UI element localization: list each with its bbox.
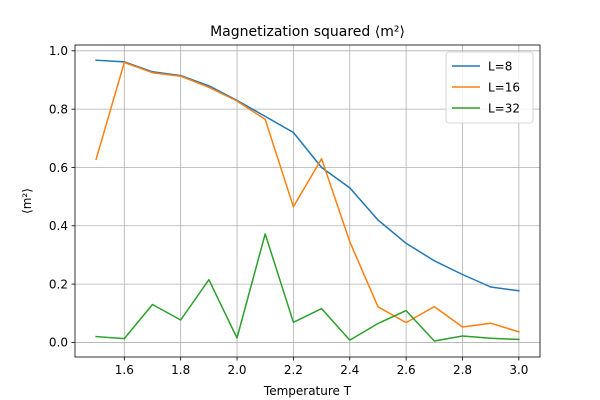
data-point	[264, 118, 267, 121]
legend-label: L=32	[488, 101, 520, 115]
data-point	[235, 336, 238, 339]
x-axis-label: Temperature T	[263, 384, 352, 398]
series-line	[95, 61, 520, 333]
x-tick-label: 2.4	[340, 363, 359, 377]
y-tick-label: 0.6	[49, 161, 68, 175]
data-point	[489, 322, 492, 325]
data-point	[489, 285, 492, 288]
data-point	[235, 99, 238, 102]
chart-title: Magnetization squared ⟨m²⟩	[210, 24, 405, 40]
data-point	[320, 307, 323, 310]
legend: L=8 L=16 L=32	[445, 51, 534, 124]
x-tick-label: 1.6	[115, 363, 134, 377]
data-point	[292, 321, 295, 324]
x-tick-label: 2.0	[227, 363, 246, 377]
series-lines	[95, 59, 520, 342]
series-l-32	[95, 232, 520, 342]
data-point	[405, 309, 408, 312]
data-point	[433, 339, 436, 342]
data-point	[461, 273, 464, 276]
y-tick-label: 1.0	[49, 44, 68, 58]
data-point	[95, 59, 98, 62]
data-point	[376, 218, 379, 221]
data-point	[95, 335, 98, 338]
data-point	[489, 337, 492, 340]
data-point	[179, 75, 182, 78]
data-point	[264, 232, 267, 235]
y-tick-label: 0.4	[49, 219, 68, 233]
y-tick-label: 0.0	[49, 336, 68, 350]
data-point	[95, 158, 98, 161]
data-point	[151, 71, 154, 74]
y-axis-label: ⟨m²⟩	[20, 188, 34, 214]
data-point	[151, 303, 154, 306]
y-tick-label: 0.2	[49, 277, 68, 291]
series-l-16	[95, 61, 520, 333]
series-line	[95, 233, 520, 342]
data-point	[320, 157, 323, 160]
data-point	[517, 330, 520, 333]
data-point	[207, 278, 210, 281]
data-point	[123, 337, 126, 340]
legend-label: L=8	[488, 59, 512, 73]
data-point	[405, 242, 408, 245]
data-point	[433, 259, 436, 262]
legend-label: L=16	[488, 80, 520, 94]
x-tick-label: 3.0	[509, 363, 528, 377]
data-point	[320, 166, 323, 169]
data-point	[433, 305, 436, 308]
y-tick-label: 0.8	[49, 102, 68, 116]
x-tick-label: 2.6	[397, 363, 416, 377]
data-point	[376, 305, 379, 308]
x-tick-label: 2.2	[284, 363, 303, 377]
x-tick-label: 1.8	[171, 363, 190, 377]
data-point	[292, 131, 295, 134]
legend-box	[445, 51, 534, 124]
plot-frame	[74, 44, 541, 358]
data-point	[292, 205, 295, 208]
data-point	[405, 321, 408, 324]
data-point	[207, 86, 210, 89]
data-point	[461, 325, 464, 328]
data-point	[517, 289, 520, 292]
data-point	[123, 61, 126, 64]
data-point	[517, 338, 520, 341]
data-point	[179, 318, 182, 321]
data-point	[348, 186, 351, 189]
data-point	[461, 334, 464, 337]
data-point	[348, 338, 351, 341]
x-tick-label: 2.8	[453, 363, 472, 377]
data-point	[264, 115, 267, 118]
data-point	[348, 240, 351, 243]
axis-ticks: 1.6 1.8 2.0 2.2 2.4 2.6 2.8 3.0 0.0 0.2 0.4 0.6 0.8 1…	[49, 44, 529, 377]
data-point	[376, 322, 379, 325]
